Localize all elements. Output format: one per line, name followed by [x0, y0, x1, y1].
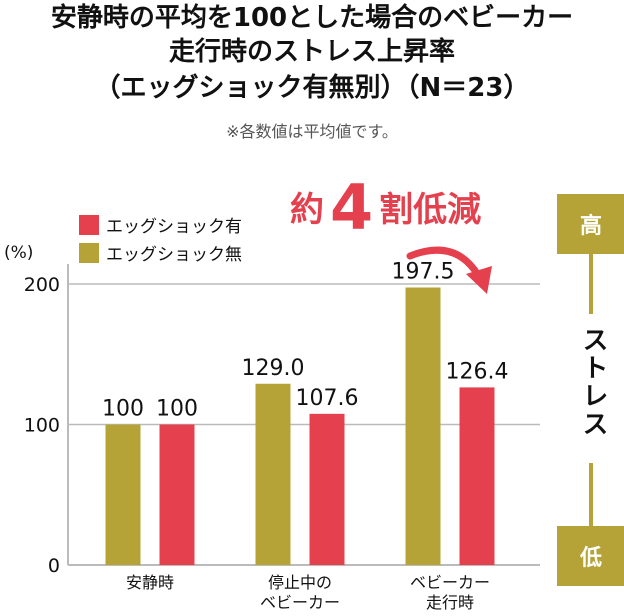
legend-swatch — [79, 243, 99, 263]
legend-label: エッグショック有 — [106, 217, 242, 237]
x-tick-label: ベビーカー — [410, 573, 490, 592]
y-tick-label: 0 — [48, 555, 60, 577]
bar-with-2 — [459, 387, 495, 565]
reduction-arrow-curve — [406, 246, 482, 279]
y-axis-unit: (%) — [4, 243, 33, 263]
stress-high-box: 高 — [557, 194, 624, 254]
callout-number: 4 — [330, 171, 374, 244]
data-label: 107.6 — [296, 386, 359, 411]
y-tick-label: 100 — [24, 415, 60, 437]
stress-scale-line-lower — [589, 463, 593, 526]
stress-scale-label: ストレス — [578, 326, 608, 438]
callout-suffix: 割低減 — [379, 190, 482, 230]
bar-with-0 — [159, 424, 195, 565]
bar-without-0 — [105, 424, 141, 565]
stress-low-box: 低 — [557, 526, 624, 586]
reduction-arrow-head — [466, 266, 492, 294]
y-tick-label: 200 — [24, 274, 60, 296]
data-label: 100 — [156, 397, 198, 422]
data-label: 100 — [102, 397, 144, 422]
reduction-callout: 約4 割低減 — [290, 177, 482, 239]
stress-scale-line-upper — [589, 254, 593, 314]
chart-note: ※各数値は平均値です。 — [226, 122, 398, 141]
x-tick-label: 安静時 — [126, 573, 174, 592]
callout-prefix: 約 — [290, 190, 324, 230]
chart-title-line-2: 走行時のストレス上昇率 — [168, 37, 455, 67]
data-label: 126.4 — [446, 359, 509, 384]
legend-label: エッグショック無 — [106, 245, 242, 265]
x-tick-label: 停止中の — [268, 573, 332, 592]
chart-title-line-3: （エッグショック有無別）（N＝23） — [94, 73, 530, 103]
chart-title-line-1: 安静時の平均を100とした場合のベビーカー — [50, 3, 574, 33]
bar-without-1 — [255, 383, 291, 565]
data-label: 197.5 — [392, 260, 455, 285]
x-tick-label: 走行時 — [426, 593, 474, 612]
legend-swatch — [79, 215, 99, 235]
bar-with-1 — [309, 413, 345, 565]
bar-without-2 — [405, 287, 441, 565]
data-label: 129.0 — [242, 356, 305, 381]
x-tick-label: ベビーカー — [260, 593, 340, 612]
